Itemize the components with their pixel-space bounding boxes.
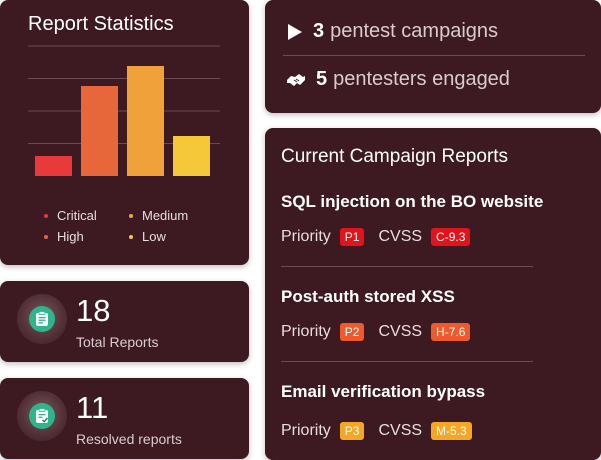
report-3-title[interactable]: Email verification bypass (281, 382, 486, 401)
bar-critical (35, 156, 72, 176)
report-1-priority-label: Priority (281, 228, 331, 245)
severity-bar-chart (28, 45, 220, 176)
report-2-cvss-badge: H-7.6 (431, 323, 471, 341)
report-3-cvss-badge: M-5.3 (431, 422, 472, 440)
report-3-priority-label: Priority (281, 422, 331, 439)
campaign-summary-card: 3 pentest campaigns 5 pentesters engaged (265, 0, 601, 113)
report-2-priority-badge: P2 (339, 323, 365, 341)
legend-medium-label: Medium (142, 208, 189, 223)
bar-low (173, 136, 210, 176)
report-1-meta: Priority P1 CVSS C-9.3 (281, 228, 484, 246)
handshake-icon (287, 73, 305, 86)
report-divider-1 (281, 266, 533, 267)
report-3-priority-badge: P3 (339, 422, 365, 440)
total-reports-card: 18 Total Reports (0, 281, 249, 362)
report-3-cvss-label: CVSS (378, 422, 423, 439)
legend-critical: Critical (44, 208, 97, 223)
summary-divider (283, 55, 585, 56)
pentesters-row: 5 pentesters engaged (286, 68, 510, 91)
report-2-title[interactable]: Post-auth stored XSS (281, 287, 455, 306)
pentesters-count: 5 (316, 68, 328, 90)
report-3-meta: Priority P3 CVSS M-5.3 (281, 422, 486, 440)
report-2-priority-label: Priority (281, 323, 331, 340)
report-1-cvss-label: CVSS (378, 228, 423, 245)
clipboard-icon (36, 311, 48, 326)
bar-medium (127, 66, 164, 176)
legend-high-dot (44, 234, 48, 239)
legend-medium-dot (129, 213, 133, 218)
report-statistics-title: Report Statistics (28, 13, 174, 35)
legend-critical-dot (44, 213, 48, 218)
legend-high-label: High (57, 229, 84, 244)
report-statistics-card: Report Statistics Critical Medium High L… (0, 0, 249, 265)
resolved-reports-count: 11 (76, 390, 109, 425)
pentesters-text: pentesters engaged (333, 68, 510, 90)
campaigns-count: 3 (313, 20, 325, 42)
report-2-cvss-label: CVSS (378, 323, 423, 340)
report-1-title[interactable]: SQL injection on the BO website (281, 192, 544, 211)
resolved-reports-card: 11 Resolved reports (0, 378, 249, 459)
clipboard-check-icon (36, 408, 49, 423)
bar-high (81, 86, 118, 176)
legend-critical-label: Critical (57, 208, 97, 223)
total-reports-label: Total Reports (76, 334, 159, 350)
legend-high: High (44, 229, 84, 244)
legend-medium: Medium (129, 208, 188, 223)
campaign-reports-title: Current Campaign Reports (281, 146, 509, 167)
report-1-priority-badge: P1 (339, 228, 365, 246)
resolved-reports-label: Resolved reports (76, 431, 182, 447)
campaigns-row: 3 pentest campaigns (286, 20, 498, 43)
legend-low-label: Low (142, 229, 166, 244)
campaigns-text: pentest campaigns (330, 20, 499, 42)
play-icon (288, 23, 302, 40)
report-2-meta: Priority P2 CVSS H-7.6 (281, 323, 484, 341)
campaign-reports-card: Current Campaign Reports SQL injection o… (265, 128, 601, 460)
total-reports-count: 18 (76, 293, 111, 328)
legend-low: Low (129, 229, 166, 244)
resolved-reports-avatar (17, 391, 67, 441)
report-1-cvss-badge: C-9.3 (431, 228, 471, 246)
total-reports-avatar (17, 294, 67, 344)
report-divider-2 (281, 361, 533, 362)
legend-low-dot (129, 234, 133, 239)
